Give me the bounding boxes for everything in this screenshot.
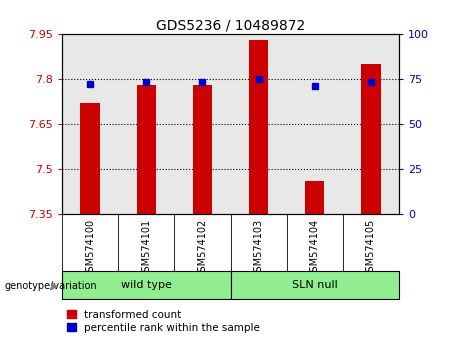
Text: wild type: wild type bbox=[121, 280, 172, 290]
Bar bbox=[136, 85, 156, 214]
Title: GDS5236 / 10489872: GDS5236 / 10489872 bbox=[156, 18, 305, 33]
Text: GSM574103: GSM574103 bbox=[254, 219, 264, 278]
Bar bbox=[305, 181, 325, 214]
Bar bbox=[361, 64, 380, 214]
Bar bbox=[230, 271, 399, 299]
Text: ▶: ▶ bbox=[51, 281, 58, 291]
Bar bbox=[62, 271, 230, 299]
Text: SLN null: SLN null bbox=[292, 280, 337, 290]
Text: GSM574100: GSM574100 bbox=[85, 219, 95, 278]
Legend: transformed count, percentile rank within the sample: transformed count, percentile rank withi… bbox=[67, 310, 260, 333]
Bar bbox=[249, 40, 268, 214]
Text: GSM574102: GSM574102 bbox=[197, 219, 207, 278]
Text: GSM574105: GSM574105 bbox=[366, 219, 376, 278]
Text: GSM574101: GSM574101 bbox=[142, 219, 151, 278]
Text: genotype/variation: genotype/variation bbox=[5, 281, 97, 291]
Text: GSM574104: GSM574104 bbox=[310, 219, 319, 278]
Bar bbox=[193, 85, 212, 214]
Bar bbox=[81, 103, 100, 214]
